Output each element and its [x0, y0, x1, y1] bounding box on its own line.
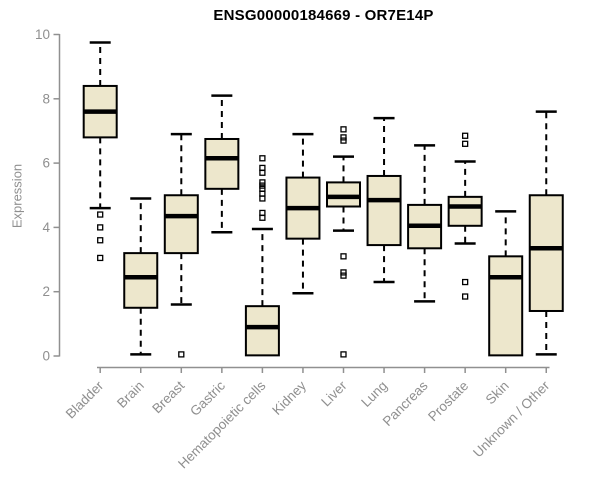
- x-tick-label-bladder: Bladder: [63, 378, 107, 422]
- outlier-point-liver: [340, 134, 347, 141]
- outlier-point-liver: [340, 137, 347, 144]
- outlier-point-liver: [340, 269, 347, 276]
- box-breast: [163, 194, 199, 255]
- outlier-point-bladder: [97, 224, 104, 231]
- outlier-point-hematopoietic-cells: [259, 179, 266, 186]
- y-tick-label: 8: [42, 91, 50, 106]
- outlier-point-bladder: [97, 254, 104, 262]
- outlier-point-liver: [340, 126, 347, 133]
- box-unknown-other: [528, 194, 564, 312]
- outlier-point-liver: [340, 272, 347, 279]
- y-tick-label: 6: [42, 156, 50, 171]
- outlier-point-bladder: [97, 237, 104, 244]
- x-tick-label-breast: Breast: [149, 378, 187, 416]
- x-tick-label-pancreas: Pancreas: [380, 378, 431, 429]
- box-brain: [123, 252, 159, 309]
- x-tick-label-prostate: Prostate: [425, 378, 471, 424]
- x-tick-label-skin: Skin: [483, 378, 512, 407]
- box-skin: [488, 255, 524, 357]
- outlier-point-prostate: [461, 293, 469, 300]
- outlier-point-prostate: [461, 278, 469, 286]
- outlier-point-hematopoietic-cells: [259, 155, 266, 162]
- box-liver: [326, 181, 361, 208]
- x-tick-label-liver: Liver: [318, 378, 350, 410]
- outlier-point-breast: [178, 351, 185, 358]
- outlier-point-bladder: [97, 211, 104, 218]
- x-tick-label-lung: Lung: [358, 378, 390, 410]
- y-tick-label: 4: [42, 220, 50, 235]
- x-tick-label-kidney: Kidney: [269, 378, 309, 418]
- y-axis-label: Expression: [9, 163, 25, 229]
- outlier-point-prostate: [461, 132, 469, 139]
- y-tick-label: 2: [42, 284, 50, 299]
- box-lung: [366, 174, 402, 247]
- x-tick-label-brain: Brain: [114, 378, 147, 411]
- y-tick-label: 0: [42, 349, 50, 364]
- outlier-point-liver: [340, 351, 347, 358]
- outlier-point-hematopoietic-cells: [259, 195, 266, 202]
- chart-title: ENSG00000184669 - OR7E14P: [213, 7, 434, 24]
- box-prostate: [447, 195, 483, 227]
- outlier-point-hematopoietic-cells: [259, 169, 266, 176]
- outlier-point-liver: [340, 253, 347, 260]
- y-tick-label: 10: [35, 27, 50, 42]
- box-gastric: [204, 137, 240, 190]
- outlier-point-hematopoietic-cells: [259, 182, 266, 189]
- outlier-point-hematopoietic-cells: [259, 214, 266, 221]
- box-hematopoietic-cells: [244, 305, 280, 357]
- x-tick-label-unknown-other: Unknown / Other: [470, 378, 553, 461]
- outlier-point-prostate: [461, 140, 469, 147]
